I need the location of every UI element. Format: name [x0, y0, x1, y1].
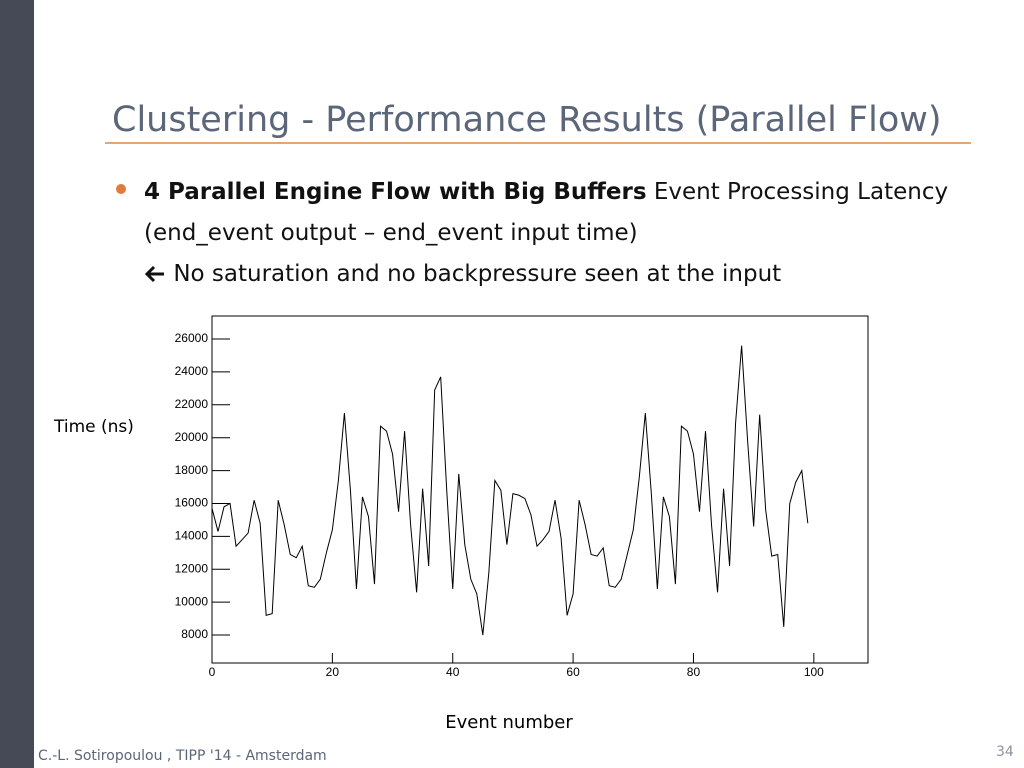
x-tick-label: 60 — [566, 665, 580, 679]
y-tick-label: 18000 — [175, 463, 209, 477]
x-tick-label: 0 — [209, 665, 216, 679]
page-number: 34 — [996, 744, 1014, 760]
data-line — [211, 345, 809, 636]
plot-frame — [211, 315, 869, 664]
arrow-icon — [144, 265, 164, 283]
y-tick-label: 12000 — [175, 561, 209, 575]
bullet-text: Event Processing Latency (end_event outp… — [144, 179, 949, 246]
y-tick-label: 16000 — [175, 496, 209, 510]
y-tick-label: 20000 — [175, 430, 209, 444]
bullet-bold: 4 Parallel Engine Flow with Big Buffers — [144, 179, 647, 205]
x-tick-label: 40 — [446, 665, 460, 679]
y-tick-label: 8000 — [181, 627, 208, 641]
bullet-dot — [116, 184, 126, 194]
x-tick-label: 100 — [804, 665, 824, 679]
y-axis-label: Time (ns) — [53, 417, 134, 437]
y-tick-label: 10000 — [175, 594, 209, 608]
y-tick-label: 26000 — [175, 331, 209, 345]
x-tick-label: 20 — [326, 665, 340, 679]
slide-title: Clustering - Performance Results (Parall… — [112, 100, 942, 140]
bullet: 4 Parallel Engine Flow with Big Buffers … — [144, 172, 964, 295]
x-tick-label: 80 — [687, 665, 701, 679]
footer: C.-L. Sotiropoulou , TIPP '14 - Amsterda… — [38, 748, 327, 764]
y-tick-label: 22000 — [175, 397, 209, 411]
y-tick-label: 14000 — [175, 529, 209, 543]
title-rule — [105, 142, 971, 144]
bullet-note: No saturation and no backpressure seen a… — [173, 261, 782, 287]
y-tick-label: 24000 — [175, 364, 209, 378]
side-bar — [0, 0, 34, 768]
x-axis-label: Event number — [445, 712, 573, 733]
